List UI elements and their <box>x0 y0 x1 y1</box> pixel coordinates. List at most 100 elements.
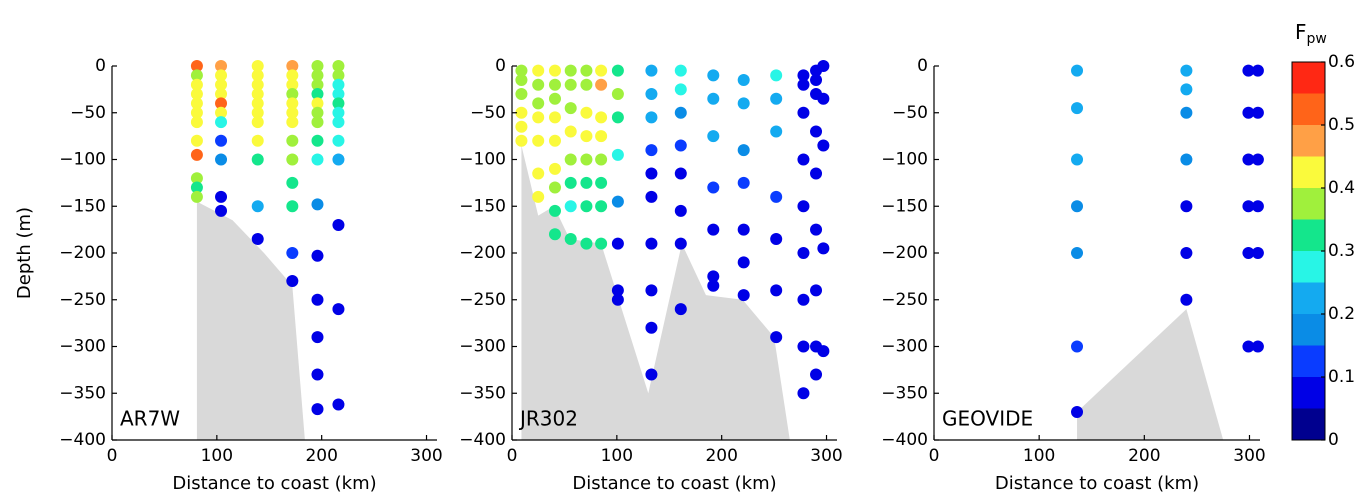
y-tick-label: −150 <box>881 196 928 216</box>
x-tick-label: 200 <box>1128 446 1160 466</box>
sample-point <box>770 92 783 105</box>
colorbar-swatch <box>1292 345 1325 377</box>
sample-point <box>332 398 345 411</box>
sample-point <box>286 88 299 101</box>
sample-point <box>215 134 228 147</box>
sample-point <box>190 190 203 203</box>
sample-point <box>645 368 658 381</box>
sample-point <box>515 106 528 119</box>
sample-point <box>286 69 299 82</box>
sample-point <box>564 125 577 138</box>
sample-point <box>190 134 203 147</box>
sample-point <box>645 111 658 124</box>
sample-point <box>251 134 264 147</box>
sample-point <box>1251 153 1264 166</box>
sample-point <box>707 181 720 194</box>
sample-point <box>797 293 810 306</box>
sample-point <box>532 64 545 77</box>
sample-point <box>1071 64 1084 77</box>
sample-point <box>190 78 203 91</box>
colorbar-swatch <box>1292 93 1325 125</box>
colorbar-swatch <box>1292 377 1325 409</box>
sample-point <box>311 331 324 344</box>
sample-point <box>580 237 593 250</box>
sample-point <box>674 204 687 217</box>
sample-point <box>810 368 823 381</box>
colorbar-swatch <box>1292 314 1325 346</box>
y-tick-label: −350 <box>459 383 506 403</box>
sample-point <box>190 148 203 161</box>
panel-label: AR7W <box>120 407 180 431</box>
sample-point <box>564 200 577 213</box>
sample-point <box>332 218 345 231</box>
sample-point <box>515 74 528 87</box>
sample-point <box>286 97 299 110</box>
sample-point <box>215 88 228 101</box>
sample-point <box>311 249 324 262</box>
y-tick-label: −250 <box>459 290 506 310</box>
y-tick-label: 0 <box>95 56 106 76</box>
sample-point <box>515 64 528 77</box>
sample-point <box>311 403 324 416</box>
sample-point <box>797 200 810 213</box>
sample-point <box>817 92 830 105</box>
sample-point <box>1251 64 1264 77</box>
colorbar-tick-label: 0.6 <box>1328 52 1355 72</box>
y-tick-label: −100 <box>881 150 928 170</box>
sample-point <box>580 130 593 143</box>
sample-point <box>1242 340 1255 353</box>
colorbar-tick-label: 0.2 <box>1328 304 1355 324</box>
sample-point <box>548 204 561 217</box>
colorbar-swatch <box>1292 282 1325 314</box>
bathymetry <box>196 201 305 440</box>
sample-point <box>674 167 687 180</box>
sample-point <box>770 284 783 297</box>
sample-point <box>1071 153 1084 166</box>
sample-point <box>311 97 324 110</box>
sample-point <box>332 78 345 91</box>
sample-point <box>215 97 228 110</box>
sample-point <box>797 340 810 353</box>
sample-point <box>580 106 593 119</box>
sample-point <box>645 167 658 180</box>
y-tick-label: −350 <box>59 383 106 403</box>
sample-point <box>332 116 345 129</box>
sample-point <box>311 69 324 82</box>
sample-point <box>548 92 561 105</box>
colorbar-swatch <box>1292 62 1325 94</box>
sample-point <box>770 232 783 245</box>
y-tick-label: −250 <box>881 290 928 310</box>
sample-point <box>810 167 823 180</box>
sample-point <box>515 134 528 147</box>
y-tick-label: 0 <box>495 56 506 76</box>
sample-point <box>674 106 687 119</box>
colorbar-label: Fpw <box>1295 20 1327 48</box>
colorbar-swatch <box>1292 219 1325 251</box>
sample-point <box>548 78 561 91</box>
sample-point <box>311 78 324 91</box>
x-tick-label: 300 <box>1233 446 1265 466</box>
x-tick-label: 0 <box>507 446 518 466</box>
x-tick-label: 300 <box>410 446 442 466</box>
sample-point <box>595 64 608 77</box>
sample-point <box>532 78 545 91</box>
y-tick-label: −400 <box>881 430 928 450</box>
colorbar-label-sub: pw <box>1307 31 1327 47</box>
sample-point <box>190 172 203 185</box>
sample-point <box>1071 200 1084 213</box>
sample-point <box>251 200 264 213</box>
sample-point <box>737 223 750 236</box>
sample-point <box>286 60 299 72</box>
sample-point <box>645 237 658 250</box>
panel-label: JR302 <box>518 407 578 431</box>
y-tick-label: −50 <box>470 103 506 123</box>
sample-point <box>1180 153 1193 166</box>
sample-point <box>797 106 810 119</box>
sample-point <box>737 289 750 302</box>
sample-point <box>770 125 783 138</box>
sample-point <box>311 116 324 129</box>
sample-point <box>810 284 823 297</box>
x-tick-label: 100 <box>601 446 633 466</box>
sample-point <box>286 176 299 189</box>
sample-point <box>1071 405 1084 418</box>
